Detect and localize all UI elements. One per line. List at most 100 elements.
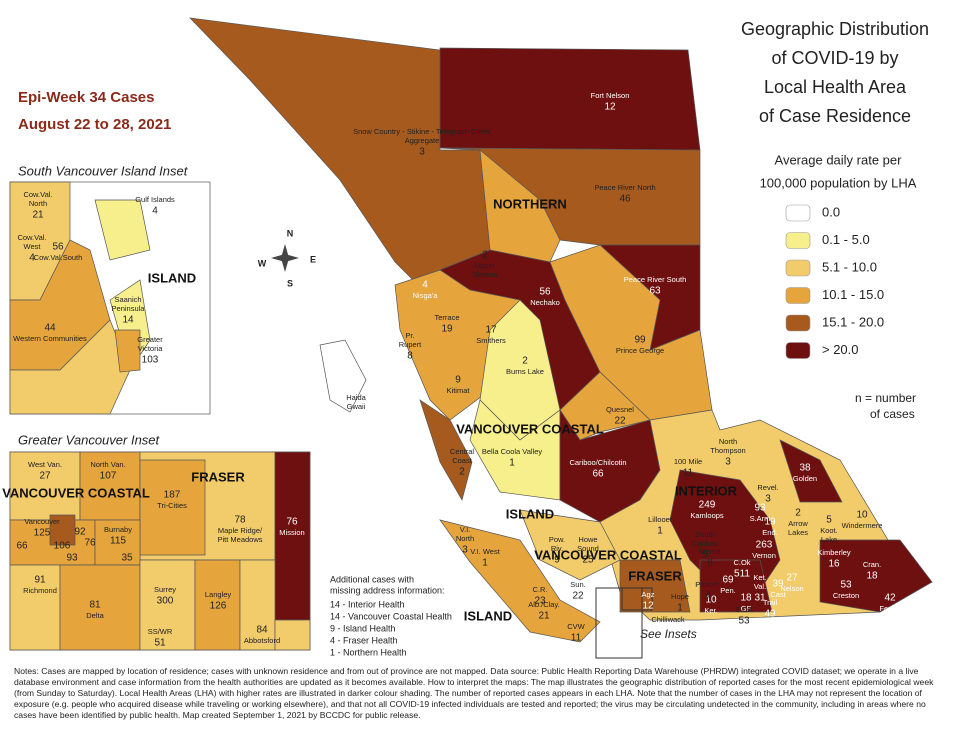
area-cases: 107 bbox=[100, 471, 117, 482]
area-name: Snow Country - Stikine - Telegraph Creek bbox=[353, 127, 491, 136]
area-cases: 5 bbox=[702, 550, 708, 561]
region-label: VANCOUVER COASTAL bbox=[534, 547, 682, 562]
area-cases: 10 bbox=[705, 595, 717, 606]
area-name: Koot. bbox=[820, 526, 838, 535]
additional-item: 4 - Fraser Health bbox=[330, 635, 398, 645]
area-name: Howe bbox=[578, 535, 597, 544]
area-name: Chilliwack bbox=[651, 615, 685, 624]
additional-title: Additional cases with bbox=[330, 574, 414, 584]
area-name: Cow.Val.South bbox=[34, 253, 83, 262]
inset-title: South Vancouver Island Inset bbox=[18, 163, 189, 178]
area-name: Western Communities bbox=[13, 334, 87, 343]
area-cases: 1 bbox=[509, 458, 515, 469]
legend-swatch bbox=[785, 342, 811, 359]
area-name: West Van. bbox=[28, 460, 62, 469]
area-name: 100 Mile bbox=[674, 457, 702, 466]
area-cases: 19 bbox=[441, 324, 453, 335]
area-cases: 22 bbox=[572, 591, 584, 602]
area-cases: 27 bbox=[786, 573, 798, 584]
area-cases: 53 bbox=[738, 616, 750, 627]
area-cases: 11 bbox=[571, 633, 582, 644]
area-cases: 12 bbox=[604, 102, 616, 113]
see-insets: See Insets bbox=[640, 627, 697, 641]
area-name: Prince George bbox=[616, 346, 664, 355]
region-label: ISLAND bbox=[148, 270, 196, 285]
area-cases: 91 bbox=[34, 575, 46, 586]
title-line: of COVID-19 by bbox=[771, 48, 898, 68]
compass-letter: S bbox=[287, 278, 293, 288]
area-cases: 99 bbox=[634, 335, 646, 346]
legend-note: of cases bbox=[870, 407, 915, 421]
area-name: Coast bbox=[452, 456, 473, 465]
area-cases: 22 bbox=[614, 416, 626, 427]
area-name: Lillooet bbox=[648, 515, 673, 524]
area-cases: 92 bbox=[74, 527, 86, 538]
area-name: Burns Lake bbox=[506, 367, 544, 376]
area-name: Merritt bbox=[699, 547, 721, 556]
area-cases: 44 bbox=[44, 323, 56, 334]
area-cases: 51 bbox=[154, 638, 166, 649]
province-shapes bbox=[189, 17, 933, 659]
region-label: NORTHERN bbox=[493, 196, 567, 211]
area-name: Alb./Clay. bbox=[528, 600, 560, 609]
area-cases: 3 bbox=[725, 457, 731, 468]
area-cases: 56 bbox=[539, 287, 551, 298]
title-line: Local Health Area bbox=[764, 77, 907, 97]
area-cases: 49 bbox=[764, 609, 776, 620]
area-name: Cow.Val. bbox=[17, 233, 46, 242]
area-cases: 84 bbox=[256, 625, 268, 636]
legend-swatch bbox=[785, 204, 811, 222]
area-name: Hope bbox=[671, 592, 689, 601]
area-name: Peninsula bbox=[112, 304, 146, 313]
area-cases: 1 bbox=[677, 603, 683, 614]
area-cases: 18 bbox=[866, 571, 878, 582]
area-cases: 4 bbox=[29, 253, 35, 264]
area-cases: 42 bbox=[884, 593, 896, 604]
area-name: Rupert bbox=[399, 340, 422, 349]
area-cases: 27 bbox=[39, 471, 51, 482]
area-name: Upper bbox=[475, 261, 496, 270]
area-cases: 35 bbox=[121, 553, 133, 564]
area-name: North bbox=[719, 437, 737, 446]
area-cases: 16 bbox=[828, 559, 840, 570]
area-cases: 511 bbox=[734, 569, 750, 580]
title-line: Geographic Distribution bbox=[741, 19, 929, 39]
area-cases: 1 bbox=[482, 558, 488, 569]
additional-item: 14 - Interior Health bbox=[330, 599, 405, 609]
area-name: Terrace bbox=[434, 313, 459, 322]
region-label: VANCOUVER COASTAL bbox=[456, 421, 604, 436]
legend-swatch bbox=[785, 232, 811, 249]
area-name: Vancouver bbox=[24, 517, 60, 526]
area-name: Pen. bbox=[720, 586, 735, 595]
area-cases: 115 bbox=[110, 536, 126, 547]
area-cases: 126 bbox=[210, 601, 227, 612]
area-name: Sun. bbox=[570, 580, 585, 589]
region-label: ISLAND bbox=[506, 506, 554, 521]
area-name: Golden bbox=[793, 474, 817, 483]
area-cases: 10 bbox=[856, 510, 868, 521]
compass-letter: E bbox=[310, 254, 316, 264]
area-name: V.I. West bbox=[470, 547, 501, 556]
area-name: South bbox=[695, 530, 715, 539]
legend-label: 0.0 bbox=[822, 204, 840, 219]
area-name: Bella Coola Valley bbox=[482, 447, 543, 456]
area-name: S.Arm bbox=[750, 514, 771, 523]
area-cases: 3 bbox=[419, 147, 425, 158]
area-name: Trail bbox=[763, 598, 778, 607]
area-cases: 39 bbox=[772, 579, 784, 590]
area-name: C.Ok bbox=[733, 558, 750, 567]
area-name: Haida bbox=[346, 393, 366, 402]
area-name: End. bbox=[762, 528, 777, 537]
area-name: Cariboo bbox=[692, 539, 718, 548]
legend-subtitle: Average daily rate per bbox=[775, 152, 903, 167]
area-name: Fort Nelson bbox=[591, 91, 630, 100]
vancouver-inset bbox=[9, 451, 311, 651]
region-label: INTERIOR bbox=[675, 483, 738, 498]
area-cases: 9 bbox=[455, 375, 461, 386]
area-name: SS/WR bbox=[148, 627, 173, 636]
area-name: Sound bbox=[577, 544, 599, 553]
area-cases: 103 bbox=[142, 355, 159, 366]
area-name: Surrey bbox=[154, 585, 176, 594]
area-name: Nisga'a bbox=[413, 291, 439, 300]
